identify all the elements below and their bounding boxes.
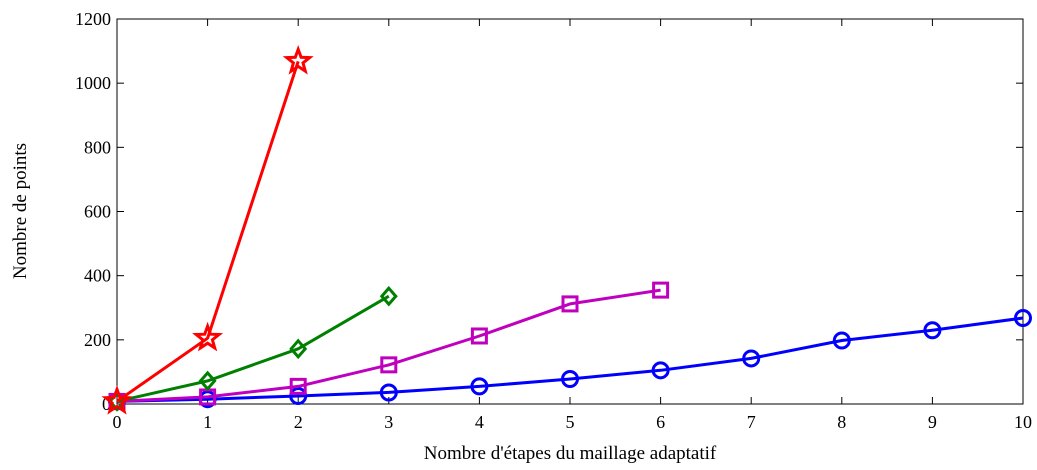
x-tick-label: 0 — [113, 412, 122, 432]
x-tick-label: 6 — [656, 412, 665, 432]
x-tick-label: 7 — [747, 412, 756, 432]
y-tick-label: 800 — [84, 137, 111, 157]
y-tick-label: 1000 — [75, 73, 111, 93]
series-line — [116, 60, 300, 403]
circle-marker — [561, 369, 579, 388]
series-circle — [108, 309, 1032, 411]
x-tick-label: 5 — [566, 412, 575, 432]
x-tick-label: 10 — [1014, 412, 1032, 432]
circle-marker — [923, 321, 942, 340]
series-line — [116, 294, 390, 403]
x-ticks: 0 1 2 3 4 5 6 7 8 9 10 — [113, 19, 1032, 432]
series-line — [116, 316, 1024, 403]
y-tick-label: 1200 — [75, 9, 111, 29]
star-marker — [192, 321, 224, 352]
y-tick-label: 200 — [84, 330, 111, 350]
circle-marker — [832, 331, 851, 350]
square-marker — [652, 281, 670, 299]
square-marker — [289, 377, 307, 395]
plot-area — [116, 18, 1024, 405]
square-marker — [561, 295, 579, 313]
y-axis-label: Nombre de points — [10, 143, 31, 279]
x-tick-label: 2 — [294, 412, 303, 432]
y-tick-label: 600 — [84, 202, 111, 222]
y-tick-label: 0 — [102, 394, 111, 414]
circle-marker — [379, 383, 398, 402]
x-tick-label: 8 — [837, 412, 846, 432]
diamond-marker — [289, 338, 308, 360]
star-marker — [282, 45, 314, 75]
circle-marker — [651, 361, 670, 380]
diamond-marker — [379, 285, 398, 307]
series-star — [101, 45, 314, 415]
x-tick-label: 3 — [384, 412, 393, 432]
circle-marker — [1014, 309, 1032, 328]
x-tick-label: 9 — [928, 412, 937, 432]
series-line — [116, 288, 661, 403]
square-marker — [470, 327, 488, 345]
y-tick-label: 400 — [84, 266, 111, 286]
x-tick-label: 4 — [475, 412, 484, 432]
square-marker — [380, 356, 398, 374]
circle-marker — [742, 349, 761, 368]
circle-marker — [289, 386, 308, 405]
circle-marker — [470, 377, 489, 396]
x-axis-label: Nombre d'étapes du maillage adaptatif — [424, 443, 717, 464]
y-ticks: 0 200 400 600 800 1000 1200 — [75, 9, 1023, 414]
series-layer — [101, 45, 1032, 415]
star-marker — [101, 384, 133, 415]
diamond-marker — [198, 370, 217, 392]
x-tick-label: 1 — [203, 412, 212, 432]
